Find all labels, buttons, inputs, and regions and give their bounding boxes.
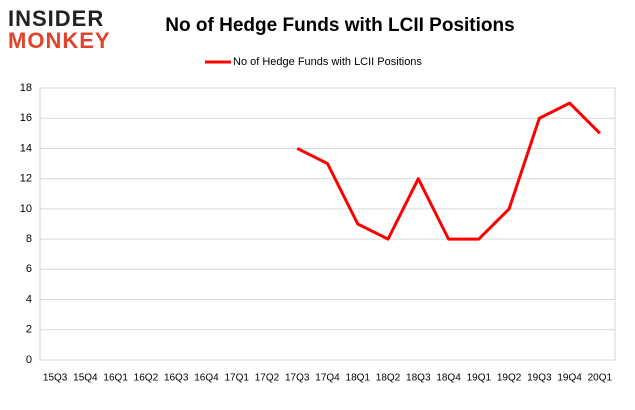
x-tick-label: 15Q4 — [73, 373, 98, 384]
logo-top: INSIDER — [8, 6, 104, 31]
x-tick-label: 19Q3 — [527, 373, 552, 384]
x-tick-label: 18Q4 — [436, 373, 461, 384]
x-tick-label: 15Q3 — [43, 373, 68, 384]
x-tick-label: 18Q3 — [406, 373, 431, 384]
x-tick-label: 18Q1 — [346, 373, 371, 384]
x-tick-label: 19Q1 — [467, 373, 492, 384]
data-line — [296, 101, 601, 241]
y-tick-label: 10 — [20, 203, 32, 215]
x-tick-label: 17Q4 — [315, 373, 340, 384]
y-tick-label: 18 — [20, 82, 32, 94]
x-tick-label: 16Q1 — [103, 373, 128, 384]
chart-title: No of Hedge Funds with LCII Positions — [165, 15, 514, 36]
logo-bottom: MONKEY — [8, 28, 111, 53]
y-tick-label: 8 — [26, 233, 32, 245]
x-tick-label: 17Q3 — [285, 373, 310, 384]
x-tick-label: 16Q2 — [134, 373, 159, 384]
x-tick-label: 17Q1 — [224, 373, 249, 384]
x-tick-label: 17Q2 — [255, 373, 280, 384]
x-tick-label: 16Q3 — [164, 373, 189, 384]
x-tick-label: 18Q2 — [376, 373, 401, 384]
y-tick-label: 12 — [20, 173, 32, 185]
y-tick-label: 4 — [26, 293, 32, 305]
y-tick-label: 6 — [26, 263, 32, 275]
x-tick-label: 16Q4 — [194, 373, 219, 384]
x-tick-label: 20Q1 — [588, 373, 613, 384]
x-tick-label: 19Q2 — [497, 373, 522, 384]
x-tick-label: 19Q4 — [557, 373, 582, 384]
y-tick-label: 14 — [20, 142, 32, 154]
y-tick-label: 0 — [26, 354, 32, 366]
y-tick-label: 16 — [20, 112, 32, 124]
y-tick-label: 2 — [26, 324, 32, 336]
legend-label: No of Hedge Funds with LCII Positions — [233, 56, 422, 68]
